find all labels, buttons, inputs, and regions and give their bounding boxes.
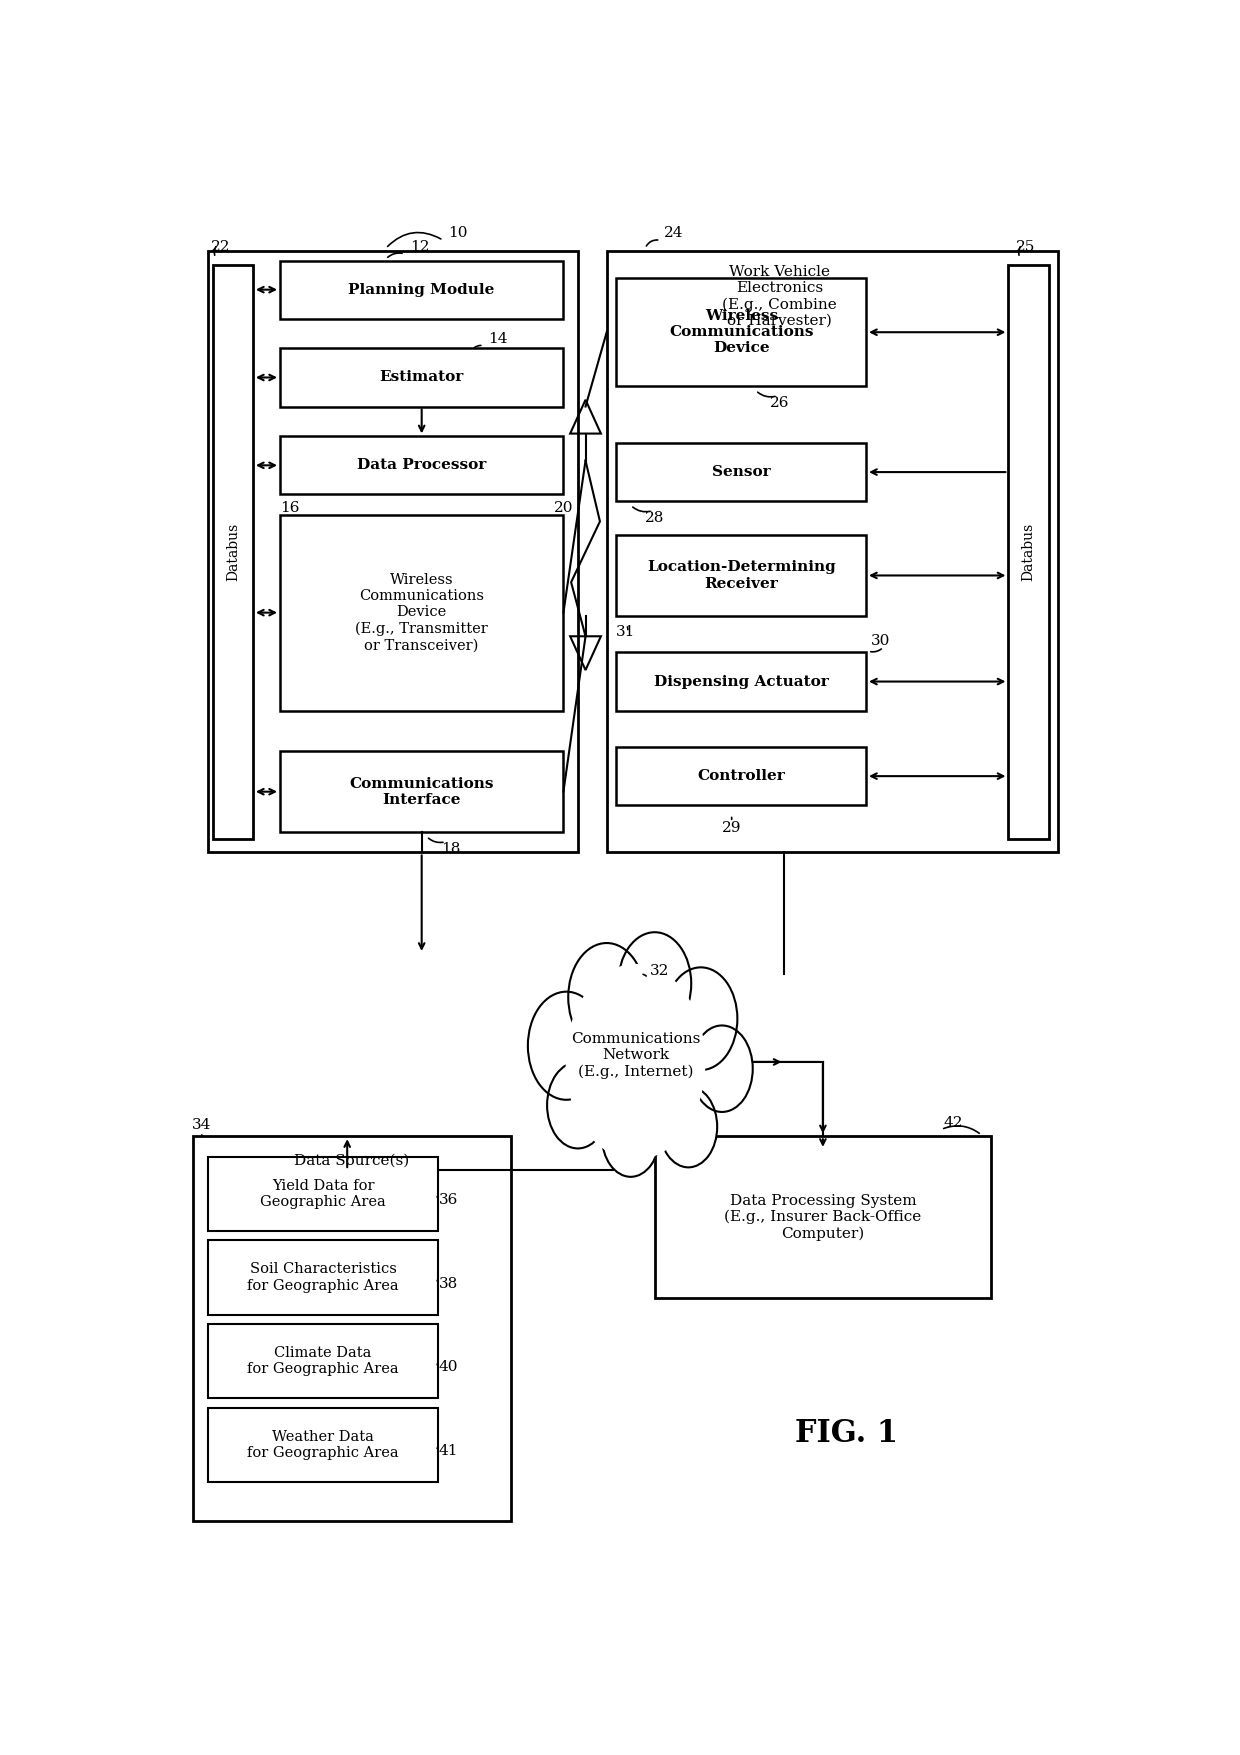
FancyBboxPatch shape: [616, 279, 866, 386]
Text: 31: 31: [616, 625, 636, 639]
FancyBboxPatch shape: [616, 535, 866, 616]
Circle shape: [568, 942, 645, 1051]
FancyBboxPatch shape: [280, 260, 563, 319]
FancyBboxPatch shape: [208, 1157, 439, 1230]
Circle shape: [660, 1086, 717, 1167]
Text: Communications
Network
(E.g., Internet): Communications Network (E.g., Internet): [570, 1032, 701, 1079]
Text: Soil Characteristics
for Geographic Area: Soil Characteristics for Geographic Area: [247, 1262, 399, 1293]
Text: 30: 30: [870, 635, 890, 648]
Text: Controller: Controller: [697, 769, 785, 783]
FancyBboxPatch shape: [280, 514, 563, 711]
FancyBboxPatch shape: [1008, 265, 1049, 839]
Circle shape: [528, 992, 605, 1100]
Text: 40: 40: [439, 1360, 458, 1374]
Text: Location-Determining
Receiver: Location-Determining Receiver: [647, 560, 836, 591]
Text: Databus: Databus: [226, 523, 239, 581]
Text: Data Source(s): Data Source(s): [294, 1153, 409, 1167]
FancyBboxPatch shape: [208, 1408, 439, 1483]
Circle shape: [547, 1062, 609, 1148]
Text: 28: 28: [645, 511, 665, 525]
Text: Data Processing System
(E.g., Insurer Back-Office
Computer): Data Processing System (E.g., Insurer Ba…: [724, 1193, 921, 1241]
Text: Weather Data
for Geographic Area: Weather Data for Geographic Area: [247, 1430, 399, 1460]
Text: 41: 41: [439, 1444, 458, 1458]
Text: 36: 36: [439, 1193, 458, 1207]
FancyBboxPatch shape: [208, 1323, 439, 1399]
Text: Climate Data
for Geographic Area: Climate Data for Geographic Area: [247, 1346, 399, 1376]
FancyBboxPatch shape: [655, 1135, 991, 1299]
Circle shape: [691, 1025, 753, 1113]
Text: Databus: Databus: [1022, 523, 1035, 581]
Text: 10: 10: [448, 226, 467, 240]
FancyBboxPatch shape: [616, 748, 866, 806]
FancyBboxPatch shape: [280, 751, 563, 832]
Text: 22: 22: [211, 240, 231, 254]
Text: 16: 16: [280, 502, 299, 516]
FancyBboxPatch shape: [208, 1241, 439, 1314]
Text: Wireless
Communications
Device
(E.g., Transmitter
or Transceiver): Wireless Communications Device (E.g., Tr…: [356, 572, 489, 653]
Text: 25: 25: [1016, 240, 1035, 254]
Text: Communications
Interface: Communications Interface: [350, 776, 494, 807]
Circle shape: [619, 932, 691, 1035]
Text: FIG. 1: FIG. 1: [795, 1418, 899, 1450]
Text: 14: 14: [489, 332, 508, 346]
Text: Sensor: Sensor: [712, 465, 770, 479]
Text: 26: 26: [770, 395, 790, 409]
Text: 42: 42: [942, 1116, 962, 1130]
Circle shape: [665, 967, 738, 1071]
Circle shape: [601, 1095, 660, 1178]
Text: Work Vehicle
Electronics
(E.g., Combine
or Harvester): Work Vehicle Electronics (E.g., Combine …: [722, 265, 837, 328]
Text: Wireless
Communications
Device: Wireless Communications Device: [668, 309, 813, 356]
Text: Estimator: Estimator: [379, 370, 464, 384]
FancyBboxPatch shape: [280, 437, 563, 495]
Text: Data Processor: Data Processor: [357, 458, 486, 472]
Text: 18: 18: [441, 842, 460, 856]
Text: 20: 20: [554, 502, 573, 516]
Circle shape: [567, 965, 704, 1160]
FancyBboxPatch shape: [213, 265, 253, 839]
FancyBboxPatch shape: [616, 653, 866, 711]
Text: 32: 32: [650, 963, 670, 978]
FancyBboxPatch shape: [280, 349, 563, 407]
Text: Yield Data for
Geographic Area: Yield Data for Geographic Area: [260, 1179, 386, 1209]
Text: 38: 38: [439, 1276, 458, 1290]
Text: 24: 24: [665, 226, 683, 240]
Text: 29: 29: [722, 821, 742, 835]
Text: Dispensing Actuator: Dispensing Actuator: [653, 674, 828, 688]
FancyBboxPatch shape: [616, 442, 866, 502]
Text: Planning Module: Planning Module: [348, 283, 495, 297]
Text: 12: 12: [409, 240, 429, 254]
Text: 34: 34: [191, 1118, 211, 1132]
